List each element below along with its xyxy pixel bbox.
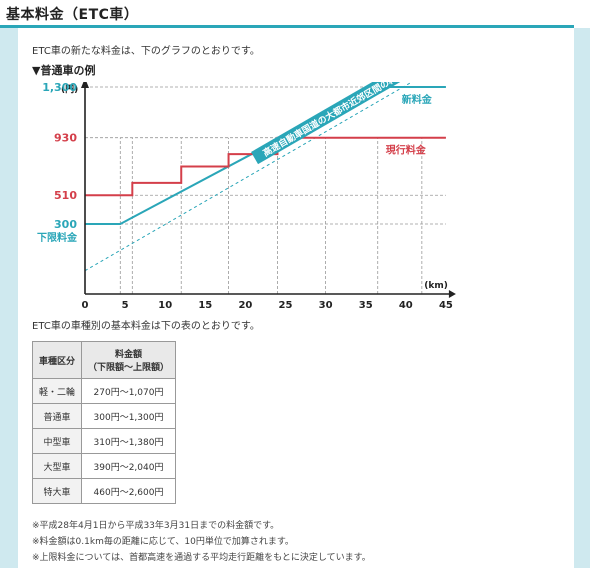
reference-line [84, 82, 413, 272]
footnote: ※上限料金については、首都高速を通過する平均走行距離をもとに決定しています。 [32, 553, 371, 563]
x-tick-label: 5 [122, 300, 129, 311]
footnote: ※料金額は0.1km毎の距離に応じて、10円単位で加算されます。 [32, 537, 294, 547]
vehicle-type-cell: 中型車 [32, 428, 82, 454]
y-tick-label: 1,300 [42, 82, 77, 94]
table-row: 特大車 460円～2,600円 [32, 478, 176, 504]
x-tick-label: 10 [158, 300, 172, 311]
table-row: 普通車 300円～1,300円 [32, 403, 176, 429]
table-row: 中型車 310円～1,380円 [32, 428, 176, 454]
series-label-new-fee: 新料金 [402, 93, 433, 106]
header-vehicle-type: 車種区分 [32, 341, 82, 379]
y-axis-arrow [81, 82, 89, 88]
x-unit-label: (km) [424, 281, 448, 291]
vehicle-type-cell: 軽・二輪 [32, 378, 82, 404]
x-tick-label: 35 [359, 300, 373, 311]
header-fee-sublabel: （下限額～上限額） [87, 363, 169, 373]
x-tick-label: 15 [198, 300, 212, 311]
section-header: 基本料金（ETC車） [0, 0, 574, 28]
right-margin [574, 28, 590, 568]
series-label-current-fee: 現行料金 [386, 144, 427, 157]
fee-range-cell: 390円～2,040円 [81, 453, 176, 479]
x-tick-label: 40 [399, 300, 413, 311]
section-title: 基本料金（ETC車） [6, 7, 139, 23]
page-background [0, 0, 590, 28]
fee-table: 車種区分 料金額 （下限額～上限額） 軽・二輪 270円～1,070円 普通車 … [32, 341, 176, 504]
y-tick-label: 930 [54, 132, 77, 145]
x-tick-label: 20 [238, 300, 252, 311]
table-header-row: 車種区分 料金額 （下限額～上限額） [32, 341, 176, 379]
example-label: ▼普通車の例 [32, 64, 96, 77]
footnotes: ※平成28年4月1日から平成33年3月31日までの料金額です。 ※料金額は0.1… [32, 518, 371, 566]
left-margin [0, 28, 18, 568]
header-fee-range: 料金額 （下限額～上限額） [81, 341, 176, 379]
footnote: ※平成28年4月1日から平成33年3月31日までの料金額です。 [32, 521, 280, 531]
table-row: 軽・二輪 270円～1,070円 [32, 378, 176, 404]
new-fee-line [85, 86, 446, 225]
header-fee-label: 料金額 [114, 350, 142, 360]
y-tick-sublabel: 下限料金 [37, 231, 78, 244]
content-panel: ETC車の新たな料金は、下のグラフのとおりです。 ▼普通車の例 新料金 現行料金高… [18, 28, 574, 568]
vehicle-type-cell: 普通車 [32, 403, 82, 429]
fee-range-cell: 270円～1,070円 [81, 378, 176, 404]
vehicle-type-cell: 大型車 [32, 453, 82, 479]
fee-range-cell: 300円～1,300円 [81, 403, 176, 429]
y-tick-label: 510 [54, 189, 77, 202]
intro-text: ETC車の新たな料金は、下のグラフのとおりです。 [32, 46, 260, 57]
reference-label-band [251, 82, 432, 165]
x-tick-label: 30 [319, 300, 333, 311]
table-intro-text: ETC車の車種別の基本料金は下の表のとおりです。 [32, 321, 260, 332]
vehicle-type-cell: 特大車 [32, 478, 82, 504]
x-tick-label: 25 [279, 300, 293, 311]
x-axis-arrow [448, 290, 456, 298]
fee-range-cell: 460円～2,600円 [81, 478, 176, 504]
table-row: 大型車 390円～2,040円 [32, 453, 176, 479]
y-tick-label: 300 [54, 218, 77, 231]
y-unit-label: (円) [61, 84, 78, 95]
x-tick-label: 0 [82, 300, 89, 311]
x-tick-label: 45 [439, 300, 453, 311]
fee-range-cell: 310円～1,380円 [81, 428, 176, 454]
